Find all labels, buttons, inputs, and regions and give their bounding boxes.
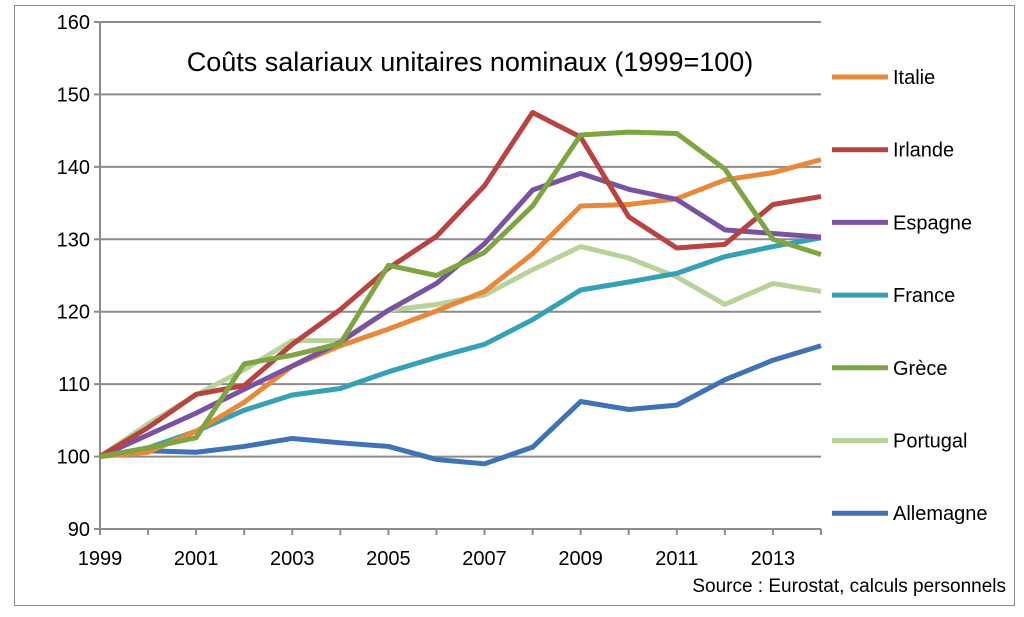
- x-tick-label: 2013: [751, 548, 796, 570]
- x-tick-label: 2003: [270, 548, 315, 570]
- source-note: Source : Eurostat, calculs personnels: [692, 576, 1006, 597]
- legend: Italie Irlande Espagne France Grèce Portugal A…: [832, 67, 988, 525]
- legend-item: Allemagne: [832, 503, 988, 525]
- axes: 90 100 110 120 130 140 150 160 1999 2001 2003 2005 2…: [57, 12, 822, 570]
- series-line-france: [99, 235, 822, 460]
- y-tick-label: 150: [57, 84, 90, 106]
- chart-title: Coûts salariaux unitaires nominaux (1999…: [187, 47, 754, 77]
- legend-label: Irlande: [893, 140, 954, 162]
- legend-item: Grèce: [832, 358, 947, 380]
- y-tick-label: 100: [57, 447, 90, 469]
- legend-label: France: [893, 285, 955, 307]
- y-tick-label: 110: [58, 374, 90, 396]
- y-tick-label: 140: [57, 157, 90, 179]
- series-line-irlande: [98, 110, 822, 459]
- series-line-allemagne: [99, 343, 822, 467]
- x-tick-label: 2001: [174, 548, 219, 570]
- y-tick-label: 130: [57, 229, 90, 251]
- x-tick-label: 2011: [655, 548, 698, 570]
- legend-item: France: [832, 285, 955, 307]
- legend-label: Italie: [893, 67, 935, 89]
- series-line-grèce: [99, 129, 822, 460]
- legend-label: Allemagne: [893, 503, 988, 525]
- legend-label: Grèce: [893, 358, 947, 380]
- y-tick-label: 120: [57, 302, 90, 324]
- x-tick-label: 1999: [78, 548, 123, 570]
- x-tick-label: 2005: [366, 548, 411, 570]
- y-tick-label: 90: [68, 519, 90, 541]
- x-tick-label: 2007: [462, 548, 507, 570]
- legend-item: Espagne: [832, 212, 972, 234]
- chart-frame: [14, 5, 1015, 606]
- series-line-italie: [99, 157, 822, 460]
- legend-item: Portugal: [832, 431, 968, 453]
- series-lines: [98, 110, 822, 467]
- series-line-espagne: [98, 170, 822, 459]
- legend-item: Italie: [832, 67, 935, 89]
- x-tick-label: 2009: [558, 548, 603, 570]
- legend-label: Portugal: [893, 431, 968, 453]
- y-tick-label: 160: [57, 12, 90, 34]
- legend-label: Espagne: [893, 212, 972, 234]
- legend-item: Irlande: [832, 140, 954, 162]
